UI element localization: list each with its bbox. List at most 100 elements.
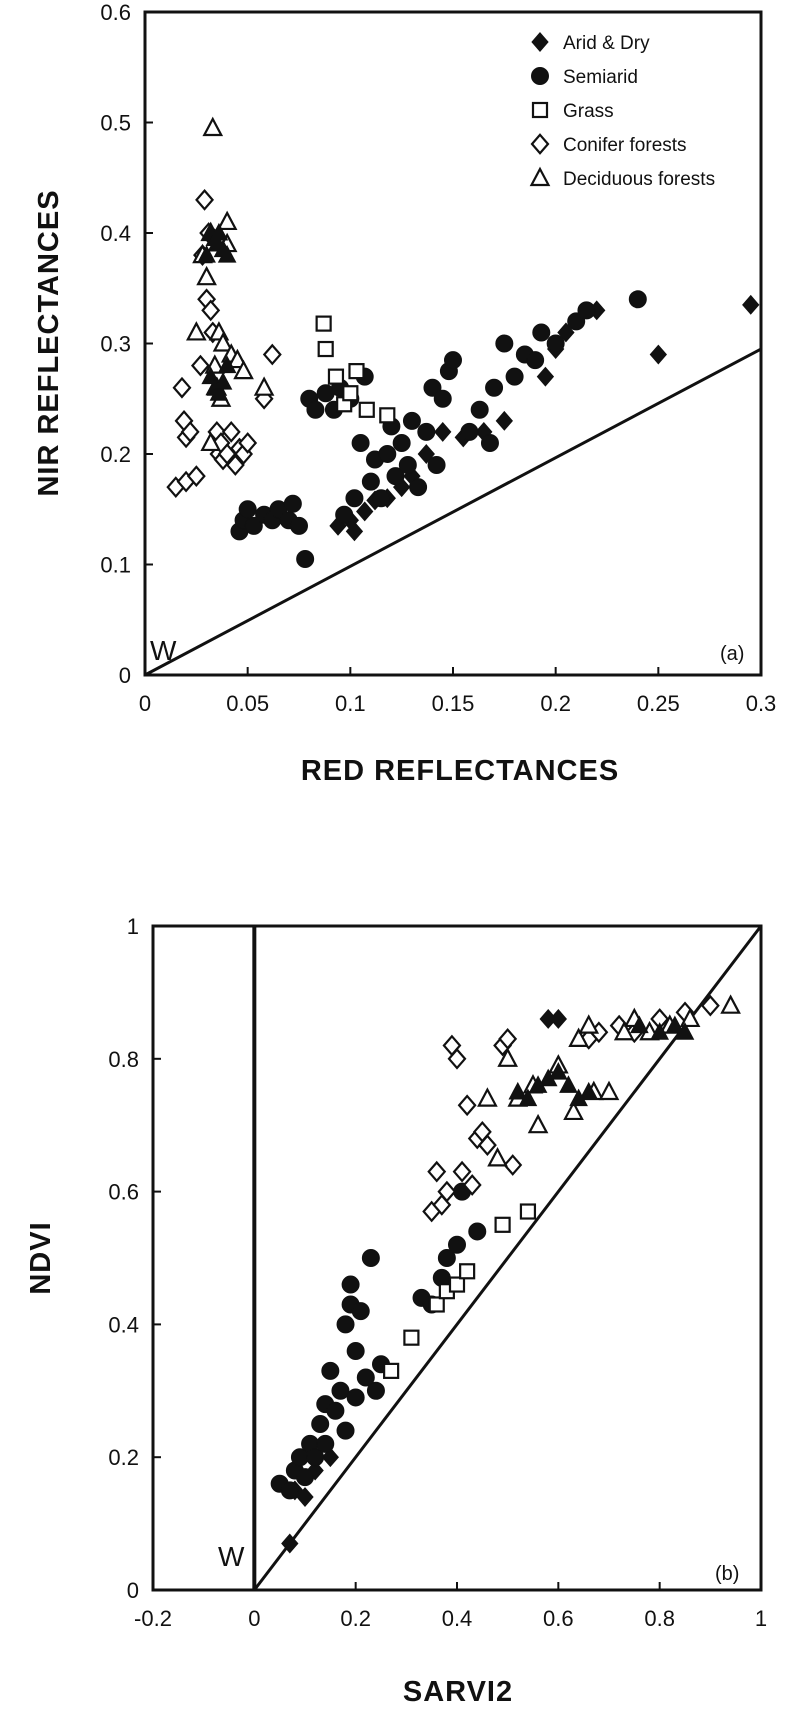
data-point-filled-circle [296,549,315,568]
data-point-filled-triangle [630,1015,649,1034]
data-point-filled-triangle [579,1081,599,1100]
panel-label-b: (b) [715,1563,739,1585]
legend-a: Arid & Dry Semiarid Grass Conifer forests De… [529,32,715,190]
legend-entry: Grass [563,101,614,122]
data-point-filled-circle [402,411,421,430]
x-tick-label: 0.2 [340,1606,371,1631]
x-tick-label: 0 [248,1606,260,1631]
data-point-open-triangle [720,994,741,1014]
data-point-open-square [383,1362,400,1379]
data-point-open-triangle [212,332,234,352]
x-tick-label: -0.2 [134,1606,172,1631]
x-tick-label: 0.1 [335,691,366,716]
x-tick-label: 0.4 [442,1606,473,1631]
data-point-filled-triangle [650,1022,669,1040]
data-point-open-diamond [477,1134,497,1156]
data-point-open-square [459,1263,476,1280]
data-point-filled-circle [480,433,499,452]
data-point-open-diamond [186,465,206,487]
panel-b: -0.2 0 0.2 0.4 0.6 0.8 1 0 0.2 0.4 0.6 0.8 1 W (b) S… [25,914,767,1708]
data-point-filled-diamond [356,501,374,522]
y-tick-label: 0 [119,663,131,688]
axis-ticks-a: 0 0.05 0.1 0.15 0.2 0.25 0.3 0 0.1 0.2 0.3 0.4 0.5 0.… [100,0,776,716]
x-tick-label: 0.25 [637,691,680,716]
data-point-open-diamond [201,299,221,322]
data-point-filled-circle [532,323,551,342]
data-point-filled-circle [546,334,565,353]
data-point-filled-circle [306,1448,325,1467]
legend-entry: Deciduous forests [563,169,715,190]
data-point-filled-circle [351,433,370,452]
data-point-filled-triangle [675,1022,695,1040]
y-tick-label: 0.4 [108,1312,139,1337]
data-point-open-triangle [477,1087,498,1107]
data-point-filled-diamond [649,344,667,365]
y-tick-label: 1 [127,914,139,939]
data-point-open-square [403,1329,420,1346]
x-tick-label: 0.3 [746,691,777,716]
y-tick-label: 0 [127,1578,139,1603]
data-point-filled-circle [628,290,647,309]
data-point-filled-circle [470,400,489,419]
data-point-filled-circle [244,516,263,535]
data-point-filled-circle [290,516,308,535]
legend-entry: Semiarid [563,67,638,88]
data-point-filled-diamond [536,366,555,387]
data-point-open-triangle [487,1147,508,1167]
data-point-filled-circle [567,312,586,331]
data-point-open-diamond [238,432,258,454]
data-point-open-square [348,363,365,380]
data-point-open-triangle [497,1047,518,1067]
x-tick-label: 0.15 [432,691,475,716]
data-point-open-triangle [233,359,254,380]
data-point-filled-circle [321,1361,340,1380]
data-point-open-diamond [225,454,245,476]
data-point-open-triangle [253,376,275,396]
data-point-filled-circle [444,351,462,370]
data-point-filled-diamond [434,421,452,442]
data-point-filled-triangle [209,222,229,241]
y-tick-label: 0.5 [100,111,131,136]
legend-marker-filled-circle [531,67,549,85]
legend-entry: Arid & Dry [563,33,650,54]
data-point-filled-triangle [518,1088,538,1107]
data-point-open-diamond [462,1174,482,1196]
data-point-open-diamond [503,1154,523,1176]
data-point-filled-circle [386,467,405,486]
data-point-open-square [327,368,345,385]
data-point-filled-circle [485,378,504,397]
data-point-filled-circle [378,445,397,463]
data-point-filled-diamond [281,1533,299,1554]
data-point-filled-circle [437,1249,456,1267]
y-tick-label: 0.2 [108,1445,139,1470]
data-point-filled-circle [336,1421,355,1440]
data-point-open-diamond [427,1160,447,1183]
data-point-filled-circle [346,1388,365,1407]
data-point-open-triangle [216,210,238,231]
data-point-open-triangle [186,321,207,341]
data-point-open-diamond [700,994,720,1017]
legend-marker-filled-diamond [531,32,549,52]
data-point-open-triangle [598,1080,620,1101]
data-point-filled-triangle [217,245,237,263]
data-point-open-triangle [196,265,217,286]
data-point-open-triangle [563,1100,584,1121]
data-point-filled-circle [526,351,545,370]
data-point-open-diamond [452,1160,472,1183]
y-tick-label: 0.1 [100,553,131,578]
data-point-open-diamond [457,1094,477,1117]
data-point-filled-circle [361,1249,380,1267]
data-point-filled-triangle [665,1015,685,1034]
data-point-filled-circle [468,1222,487,1241]
data-point-open-diamond [437,1180,457,1203]
y-axis-label-b: NDVI [25,1221,57,1294]
x-tick-label: 0.05 [226,691,269,716]
w-annotation-a: W [150,635,177,666]
data-point-filled-circle [409,478,428,497]
y-tick-label: 0.4 [100,221,131,246]
data-point-filled-circle [238,500,257,519]
data-point-filled-circle [316,1434,335,1453]
y-axis-label-a: NIR REFLECTANCES [33,189,65,496]
panel-label-a: (a) [720,643,744,665]
